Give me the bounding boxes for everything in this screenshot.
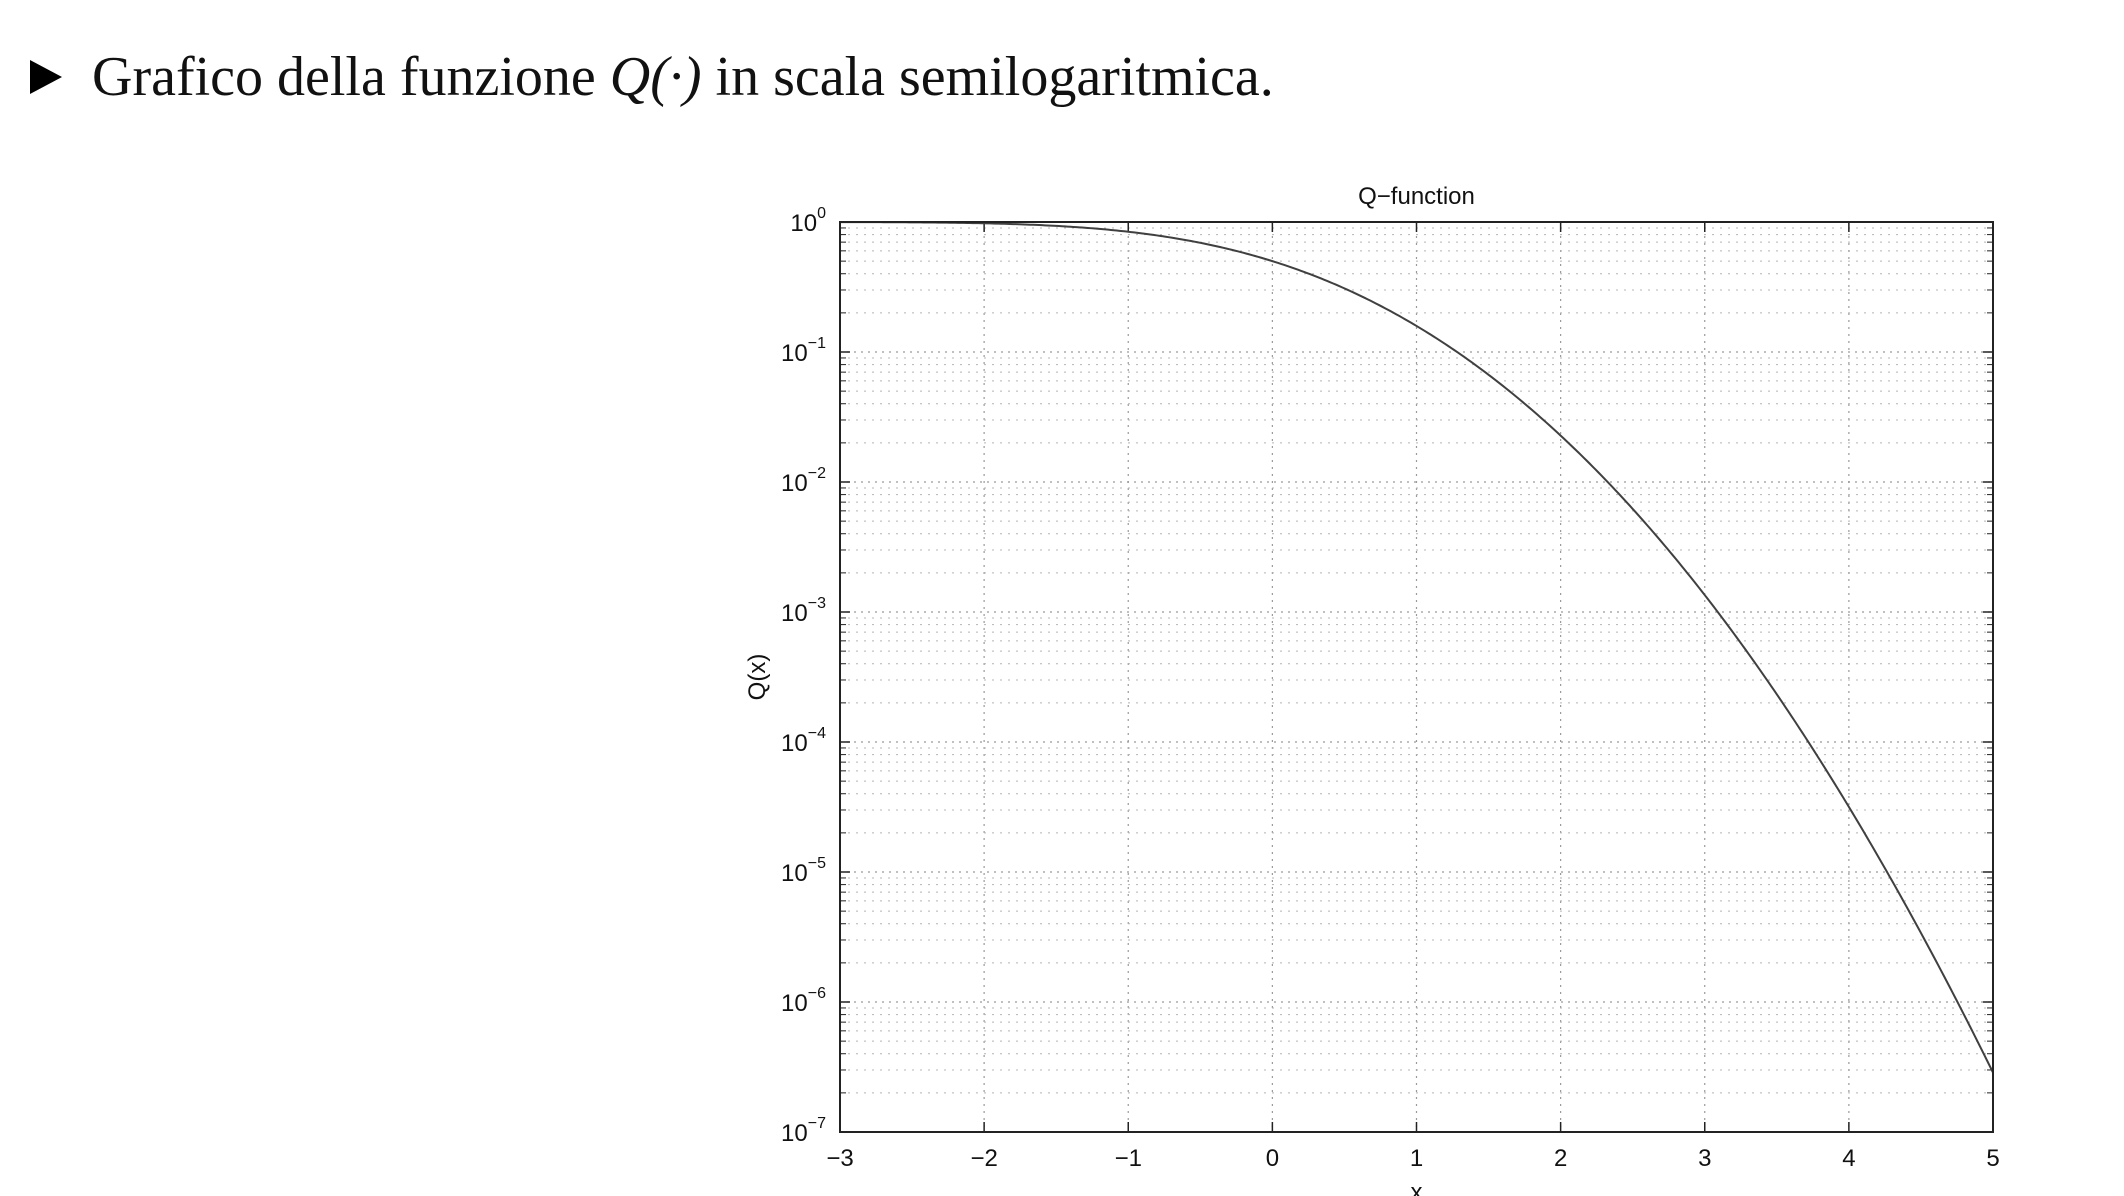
y-tick-label: 100 [790,205,826,237]
x-tick-label: −3 [826,1145,853,1172]
y-tick-label: 10−4 [781,725,826,757]
chart-grid [840,222,1993,1132]
chart-labels: −3 −2 −1 0 1 2 3 4 5 100 10−1 10−2 10−3 10−4 10−5 10−6 1… [781,205,2000,1172]
x-tick-label: −1 [1115,1145,1142,1172]
y-tick-label: 10−3 [781,595,826,627]
x-tick-label: 5 [1986,1145,1999,1172]
y-tick-label: 10−5 [781,855,826,887]
y-tick-label: 10−2 [781,465,826,497]
y-tick-label: 10−6 [781,985,826,1017]
x-tick-label: 4 [1842,1145,1855,1172]
x-tick-label: 0 [1266,1145,1279,1172]
x-tick-label: 3 [1698,1145,1711,1172]
x-tick-label: −2 [970,1145,997,1172]
x-axis-label: x [1411,1179,1423,1196]
y-tick-label: 10−7 [781,1115,826,1147]
y-axis-label: Q(x) [744,654,771,701]
x-tick-label: 1 [1410,1145,1423,1172]
y-tick-label: 10−1 [781,335,826,367]
chart-title: Q−function [1358,183,1475,210]
x-tick-label: 2 [1554,1145,1567,1172]
